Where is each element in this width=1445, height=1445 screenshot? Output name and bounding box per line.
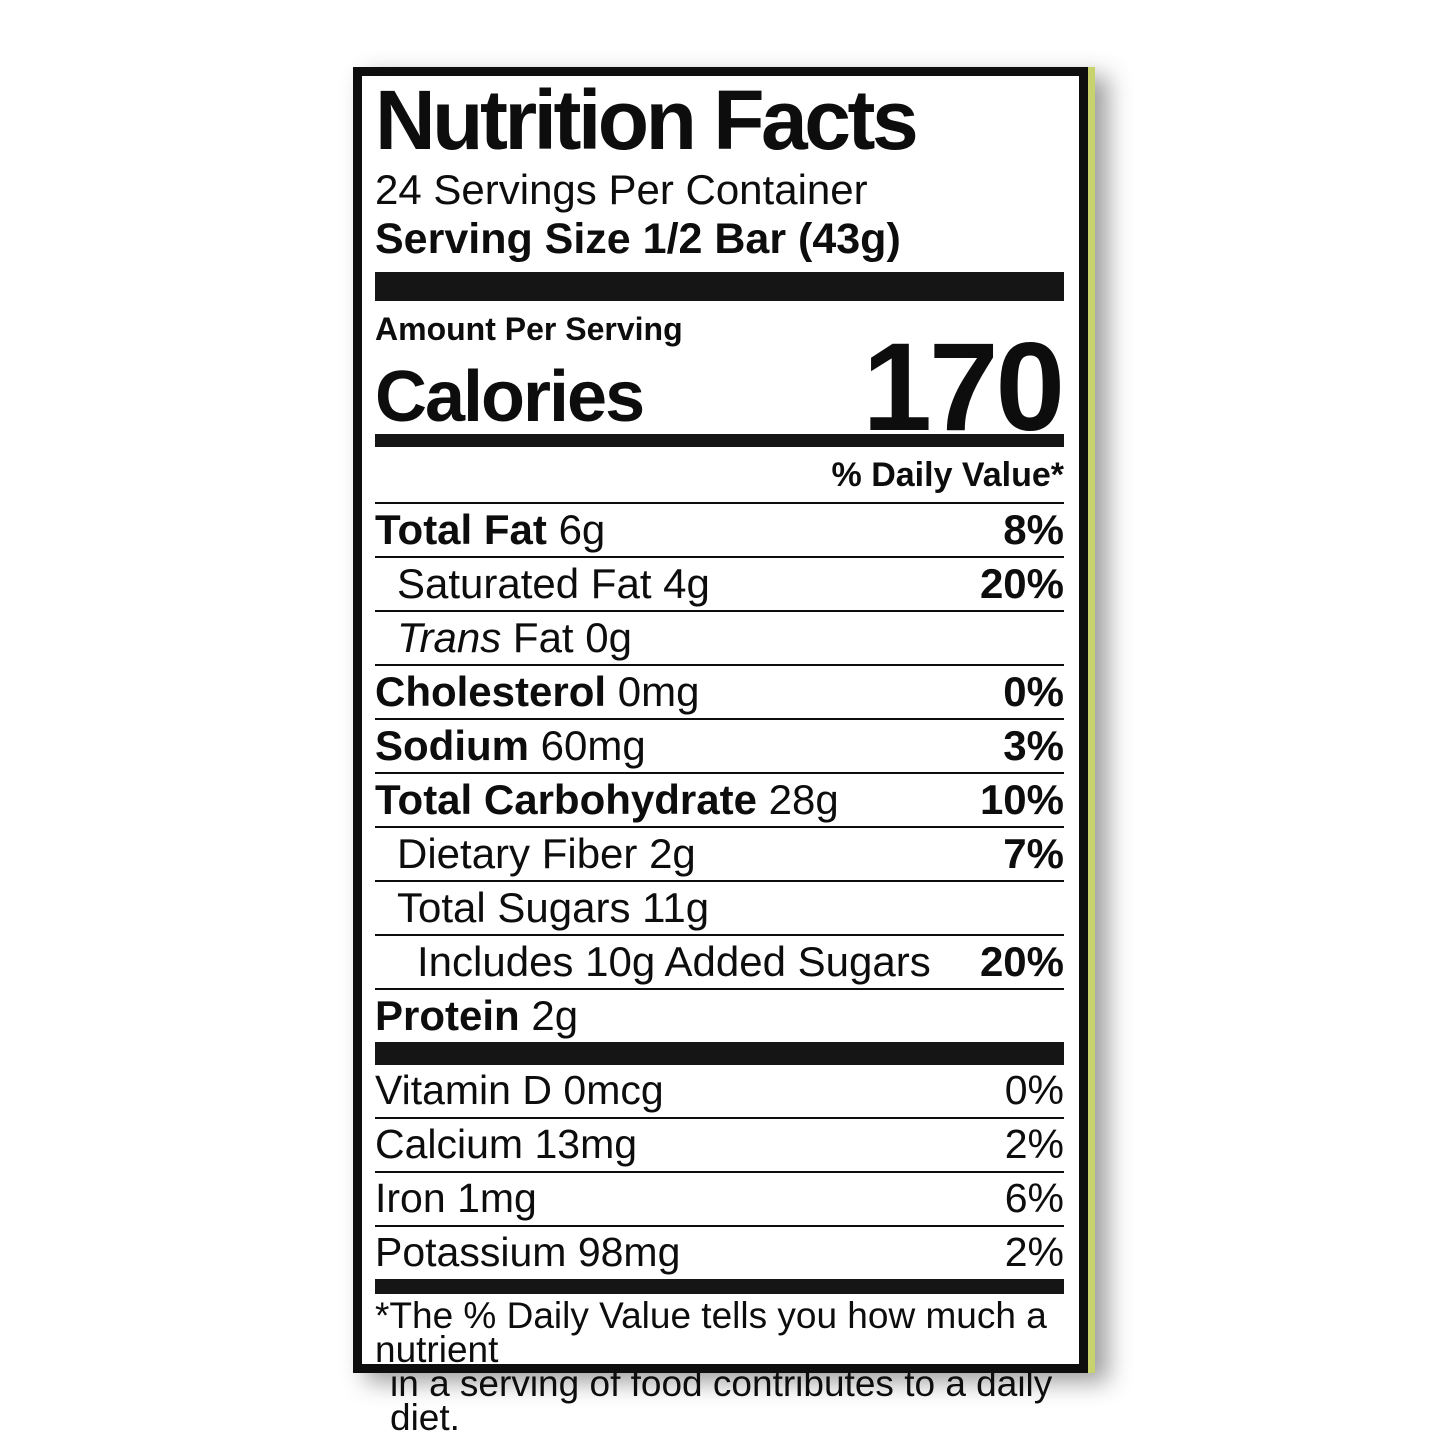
nutrient-row-added-sugars: Includes 10g Added Sugars 20% [375, 936, 1064, 990]
micronutrient-amount: 1mg [457, 1175, 537, 1222]
nutrient-name: Includes 10g Added Sugars [417, 937, 931, 985]
nutrient-row-sodium: Sodium 60mg 3% [375, 720, 1064, 774]
nutrient-name: Total Fat [375, 505, 547, 553]
micronutrient-row-vitamin-d: Vitamin D 0mcg 0% [375, 1065, 1064, 1119]
micronutrient-text: Calcium 13mg [375, 1124, 637, 1165]
nutrient-dv: 0% [1003, 667, 1064, 715]
servings-per-container: 24 Servings Per Container [375, 166, 868, 214]
nutrient-row-dietary-fiber: Dietary Fiber 2g 7% [375, 828, 1064, 882]
nutrient-text: Sodium 60mg [375, 721, 646, 769]
nutrient-text: Protein 2g [375, 991, 579, 1039]
nutrient-amount: 6g [558, 505, 606, 553]
nutrient-text: Trans Fat 0g [375, 613, 632, 661]
nutrient-amount: 11g [642, 883, 710, 931]
nutrient-dv: 20% [979, 559, 1064, 607]
nutrient-name: Total Carbohydrate [375, 775, 757, 823]
micronutrient-text: Iron 1mg [375, 1178, 537, 1219]
daily-value-header: % Daily Value* [375, 447, 1064, 504]
nutrient-text: Total Carbohydrate 28g [375, 775, 839, 823]
nutrient-name: Total Sugars [397, 883, 631, 931]
nutrient-amount: 2g [531, 991, 579, 1039]
nutrient-amount: 2g [649, 829, 696, 877]
micronutrient-dv: 2% [1004, 1229, 1064, 1276]
nutrient-dv: 20% [979, 937, 1064, 985]
nutrient-amount: 4g [663, 559, 710, 607]
nutrient-amount: 60mg [540, 721, 646, 769]
amount-per-serving-label: Amount Per Serving [375, 311, 683, 348]
header-divider-bar [375, 272, 1064, 302]
nutrient-text: Dietary Fiber 2g [375, 829, 696, 877]
package-edge: Nutrition Facts 24 Servings Per Containe… [353, 67, 1095, 1436]
calories-value: 170 [862, 318, 1065, 458]
micronutrient-name: Iron [375, 1175, 446, 1222]
nutrient-dv: 3% [1003, 721, 1064, 769]
footnote-divider-bar [375, 1278, 1064, 1294]
micronutrient-row-potassium: Potassium 98mg 2% [375, 1227, 1064, 1279]
micronutrients-section: Vitamin D 0mcg 0% Calcium 13mg 2% Iron 1… [375, 1065, 1064, 1279]
nutrient-name-italic: Trans [397, 613, 502, 661]
label-title: Nutrition Facts [375, 73, 919, 167]
nutrition-facts-label: Nutrition Facts 24 Servings Per Containe… [353, 67, 1088, 1436]
nutrient-row-protein: Protein 2g [375, 990, 1064, 1042]
nutrient-name: Fat [512, 613, 574, 661]
micronutrient-text: Potassium 98mg [375, 1232, 680, 1273]
nutrient-name: Saturated Fat [397, 559, 652, 607]
micronutrient-amount: 98mg [577, 1229, 681, 1276]
nutrient-row-trans-fat: Trans Fat 0g [375, 612, 1064, 666]
micronutrients-divider-bar [375, 1041, 1064, 1065]
micronutrient-dv: 6% [1004, 1175, 1064, 1222]
nutrient-row-cholesterol: Cholesterol 0mg 0% [375, 666, 1064, 720]
nutrient-text: Cholesterol 0mg [375, 667, 700, 715]
nutrient-text: Saturated Fat 4g [375, 559, 710, 607]
nutrient-dv: 8% [1003, 505, 1064, 553]
micronutrient-dv: 0% [1004, 1067, 1064, 1114]
nutrient-row-total-carbohydrate: Total Carbohydrate 28g 10% [375, 774, 1064, 828]
nutrient-row-saturated-fat: Saturated Fat 4g 20% [375, 558, 1064, 612]
nutrient-row-total-fat: Total Fat 6g 8% [375, 504, 1064, 558]
micronutrient-row-calcium: Calcium 13mg 2% [375, 1119, 1064, 1173]
nutrient-text: Total Fat 6g [375, 505, 606, 553]
micronutrient-name: Vitamin D [375, 1067, 552, 1114]
micronutrient-text: Vitamin D 0mcg [375, 1070, 664, 1111]
micronutrient-amount: 0mcg [563, 1067, 664, 1114]
nutrient-name: Sodium [375, 721, 529, 769]
micronutrient-name: Calcium [375, 1121, 524, 1168]
nutrient-name: Dietary Fiber [397, 829, 638, 877]
nutrient-dv: 7% [1003, 829, 1064, 877]
footnote-line-1: *The % Daily Value tells you how much a … [375, 1294, 1047, 1370]
nutrient-name: Protein [375, 991, 520, 1039]
calories-label: Calories [375, 356, 645, 437]
micronutrient-amount: 13mg [534, 1121, 638, 1168]
nutrient-name: Cholesterol [375, 667, 607, 715]
micronutrient-name: Potassium [375, 1229, 567, 1276]
nutrient-row-total-sugars: Total Sugars 11g [375, 882, 1064, 936]
micronutrient-row-iron: Iron 1mg 6% [375, 1173, 1064, 1227]
nutrient-amount: 0g [585, 613, 632, 661]
calories-divider-bar [375, 433, 1064, 447]
calories-row: Calories 170 [375, 326, 1065, 450]
nutrient-dv: 10% [979, 775, 1064, 823]
nutrient-text: Includes 10g Added Sugars [375, 937, 931, 985]
footnote-line-2: in a serving of food contributes to a da… [390, 1362, 1053, 1438]
nutrient-text: Total Sugars 11g [375, 883, 710, 931]
nutrient-amount: 0mg [617, 667, 700, 715]
serving-size: Serving Size 1/2 Bar (43g) [375, 214, 901, 263]
footnote: *The % Daily Value tells you how much a … [375, 1294, 1064, 1438]
nutrient-amount: 28g [768, 775, 839, 823]
micronutrient-dv: 2% [1004, 1121, 1064, 1168]
